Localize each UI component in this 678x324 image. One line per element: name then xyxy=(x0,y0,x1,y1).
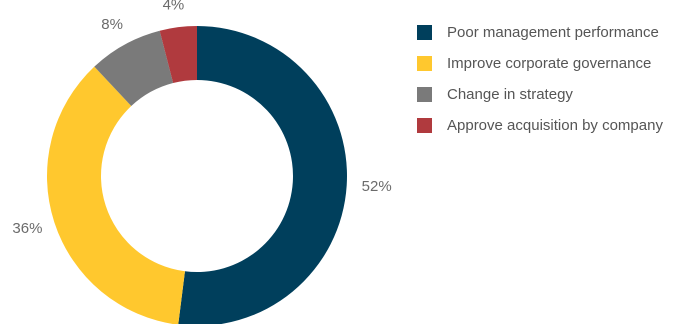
donut-slice xyxy=(94,30,174,107)
legend-swatch xyxy=(417,24,432,40)
donut-slice xyxy=(159,26,197,84)
legend: Poor management performance Improve corp… xyxy=(417,24,663,148)
legend-swatch xyxy=(417,55,432,71)
slice-value-label: 4% xyxy=(163,0,185,13)
legend-item: Improve corporate governance xyxy=(417,54,663,72)
slice-value-label: 8% xyxy=(101,16,123,33)
legend-label: Change in strategy xyxy=(447,85,573,103)
donut-chart: 52% 36% 8% 4% xyxy=(12,0,392,324)
legend-label: Poor management performance xyxy=(447,23,659,41)
legend-swatch xyxy=(417,117,432,133)
legend-swatch xyxy=(417,86,432,102)
legend-item: Approve acquisition by company xyxy=(417,116,663,134)
legend-label: Improve corporate governance xyxy=(447,54,652,72)
slice-value-label: 52% xyxy=(362,178,392,195)
donut-slice xyxy=(178,26,347,324)
legend-item: Poor management performance xyxy=(417,23,663,41)
percentage-labels: 52% 36% 8% 4% xyxy=(12,0,391,237)
slice-value-label: 36% xyxy=(12,220,42,237)
legend-item: Change in strategy xyxy=(417,85,663,103)
donut-slices xyxy=(47,26,347,324)
legend-label: Approve acquisition by company xyxy=(447,116,663,134)
donut-slice xyxy=(47,66,185,324)
